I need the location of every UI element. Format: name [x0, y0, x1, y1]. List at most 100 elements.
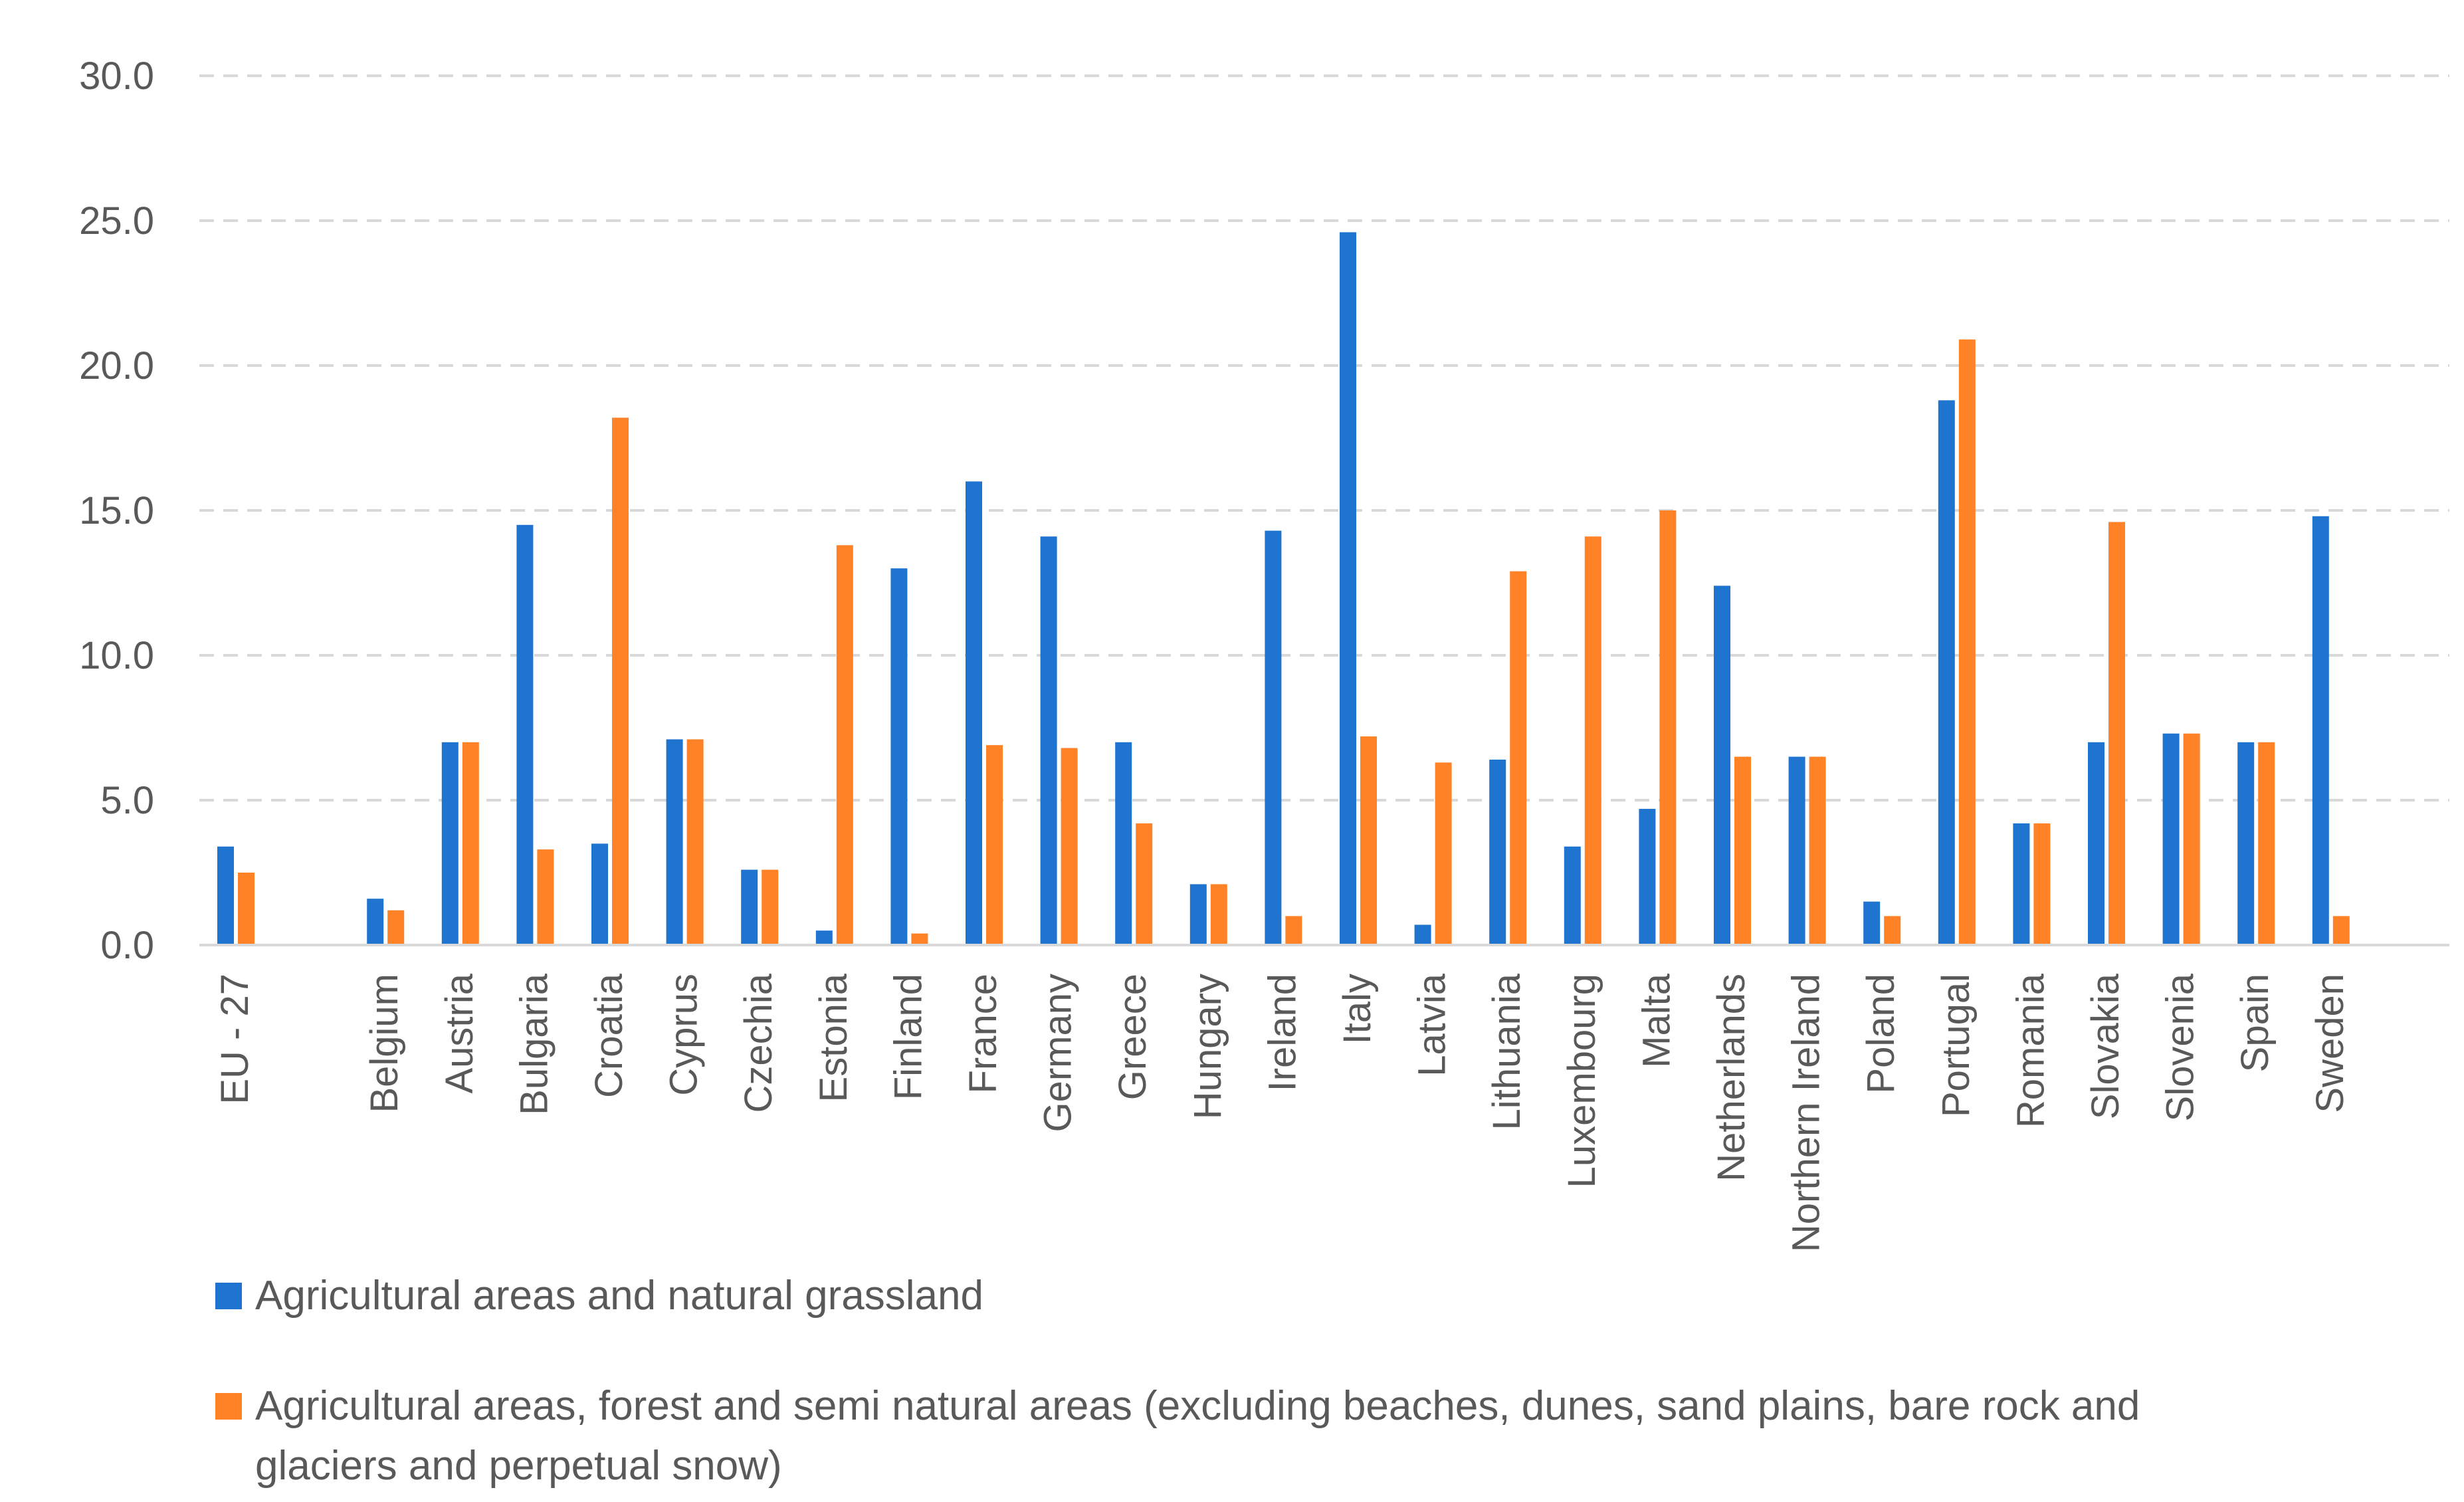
x-tick-label: Lithuania — [1485, 973, 1528, 1130]
bar-series-2-northern-ireland — [1809, 756, 1826, 945]
bar-series-1-latvia — [1414, 924, 1431, 945]
bar-series-2-latvia — [1435, 762, 1452, 945]
bar-series-1-slovakia — [2088, 742, 2105, 945]
bar-series-2-slovenia — [2183, 733, 2200, 945]
bar-series-2-italy — [1360, 736, 1377, 945]
y-tick-label: 10.0 — [79, 634, 154, 677]
legend: Agricultural areas and natural grassland… — [215, 1273, 2140, 1489]
y-tick-label: 5.0 — [100, 779, 154, 822]
legend-item-1: Agricultural areas and natural grassland — [215, 1273, 983, 1319]
bar-series-1-cyprus — [666, 739, 683, 945]
y-axis-ticks: 0.0 5.0 10.0 15.0 20.0 25.0 30.0 — [79, 54, 154, 967]
bar-series-2-sweden — [2332, 916, 2350, 945]
bar-series-1-greece — [1115, 742, 1132, 945]
bar-series-1-spain — [2237, 742, 2255, 945]
x-tick-label: Sweden — [2309, 974, 2352, 1113]
bar-series-2-germany — [1061, 748, 1078, 945]
x-tick-label: Estonia — [812, 973, 855, 1102]
bar-series-1-finland — [890, 568, 908, 945]
x-tick-label: Luxembourg — [1560, 974, 1603, 1188]
bar-series-2-croatia — [612, 417, 629, 945]
x-tick-label: Latvia — [1411, 973, 1454, 1077]
legend-label-series-1: Agricultural areas and natural grassland — [255, 1273, 983, 1319]
legend-label-series-2-line-1: Agricultural areas, forest and semi natu… — [255, 1383, 2140, 1429]
x-tick-label: Belgium — [363, 974, 406, 1113]
bar-series-2-greece — [1136, 823, 1153, 945]
x-tick-label: Malta — [1635, 973, 1678, 1068]
bar-series-2-hungary — [1210, 884, 1227, 945]
bar-series-1-malta — [1639, 809, 1656, 945]
bar-series-2-romania — [2033, 823, 2051, 945]
legend-item-2: Agricultural areas, forest and semi natu… — [215, 1383, 2140, 1489]
bar-series-1-belgium — [367, 899, 384, 945]
y-tick-label: 25.0 — [79, 199, 154, 243]
bar-series-2-luxembourg — [1584, 536, 1601, 945]
bar-series-2-czechia — [762, 869, 779, 945]
x-tick-label: Czechia — [737, 973, 780, 1113]
bar-series-2-eu-27 — [238, 873, 255, 945]
bar-series-1-estonia — [815, 930, 833, 945]
bar-series-2-france — [986, 745, 1003, 945]
x-tick-label: Slovenia — [2159, 973, 2202, 1121]
x-tick-label: Hungary — [1186, 974, 1229, 1119]
bar-series-2-estonia — [836, 545, 853, 945]
bar-series-1-bulgaria — [516, 524, 534, 945]
bar-series-1-slovenia — [2162, 733, 2180, 945]
bar-series-1-france — [966, 481, 982, 945]
bar-series-1-romania — [2013, 823, 2030, 945]
bar-series-1-austria — [441, 742, 459, 945]
x-tick-label: Ireland — [1261, 974, 1304, 1091]
bar-series-2-spain — [2258, 742, 2275, 945]
gridlines — [199, 74, 2449, 802]
bar-series-1-eu-27 — [217, 846, 234, 945]
bar-series-2-lithuania — [1510, 571, 1527, 945]
bar-series-1-czechia — [741, 869, 758, 945]
x-tick-label: Spain — [2233, 974, 2277, 1072]
x-axis-ticks: EU - 27 Belgium Austria Bulgaria Croatia Cypr… — [213, 973, 2352, 1252]
bar-series-2-malta — [1659, 510, 1677, 945]
x-tick-label: Cyprus — [663, 974, 706, 1096]
y-tick-label: 30.0 — [79, 54, 154, 98]
x-tick-label: Finland — [886, 974, 930, 1100]
x-tick-label: France — [962, 974, 1005, 1094]
legend-swatch-series-1 — [215, 1283, 242, 1309]
bar-series-2-belgium — [387, 910, 405, 945]
bar-series-1-sweden — [2312, 516, 2329, 945]
x-tick-label: Croatia — [587, 973, 631, 1098]
bar-series-2-portugal — [1958, 339, 1976, 945]
bar-series-2-ireland — [1285, 916, 1302, 945]
bar-series-1-poland — [1863, 901, 1881, 945]
bar-series-1-netherlands — [1714, 586, 1730, 945]
y-tick-label: 20.0 — [79, 344, 154, 387]
bar-series-1-luxembourg — [1564, 846, 1581, 945]
x-tick-label: Slovakia — [2084, 973, 2127, 1119]
x-tick-label: Poland — [1859, 974, 1902, 1094]
bar-series-1-italy — [1340, 232, 1356, 946]
bar-series-2-poland — [1884, 916, 1901, 945]
x-tick-label: EU - 27 — [213, 974, 257, 1105]
x-tick-label: Northern Ireland — [1785, 974, 1828, 1252]
bar-series-1-croatia — [591, 843, 608, 945]
y-tick-label: 0.0 — [100, 924, 154, 967]
x-tick-label: Austria — [438, 973, 481, 1093]
bar-series-1-ireland — [1265, 530, 1282, 945]
legend-swatch-series-2 — [215, 1393, 242, 1420]
bar-series-1-hungary — [1189, 884, 1207, 945]
bar-series-2-bulgaria — [537, 849, 554, 945]
bar-series-1-portugal — [1938, 400, 1955, 945]
bar-series-2-finland — [911, 933, 928, 945]
x-tick-label: Netherlands — [1710, 974, 1753, 1182]
legend-label-series-2-line-2: glaciers and perpetual snow) — [255, 1443, 782, 1489]
x-tick-label: Italy — [1336, 974, 1379, 1044]
x-tick-label: Bulgaria — [512, 973, 556, 1115]
bar-series-2-netherlands — [1734, 756, 1751, 945]
bar-series-2-slovakia — [2108, 522, 2125, 945]
x-tick-label: Germany — [1037, 974, 1080, 1132]
bar-series-2-austria — [462, 742, 479, 945]
x-tick-label: Greece — [1111, 974, 1154, 1100]
bar-series-2-cyprus — [686, 739, 704, 945]
x-tick-label: Portugal — [1934, 974, 1978, 1117]
x-tick-label: Romania — [2009, 973, 2052, 1128]
bar-series-1-germany — [1040, 536, 1057, 945]
